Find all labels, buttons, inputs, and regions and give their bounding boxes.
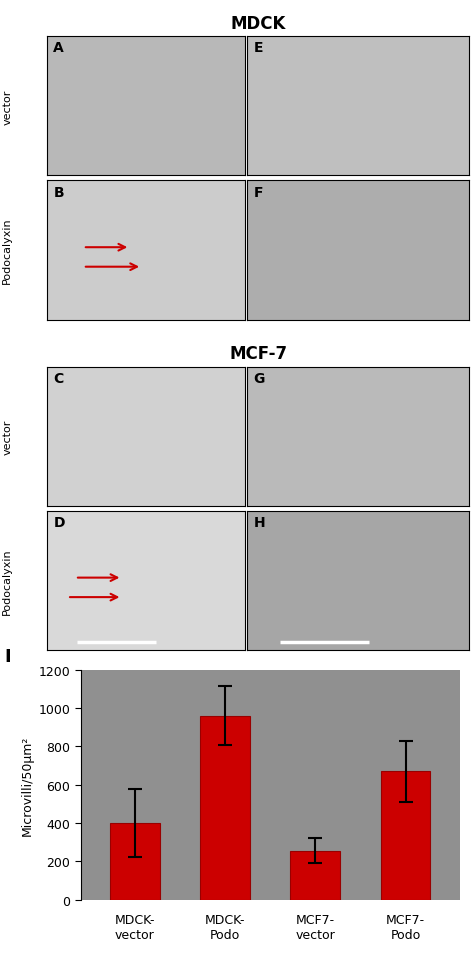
Text: A: A (53, 41, 64, 56)
Text: MCF-7: MCF-7 (229, 344, 287, 363)
Bar (291, 851, 340, 900)
Text: H: H (254, 515, 265, 529)
Text: B: B (53, 186, 64, 200)
Text: I: I (5, 647, 11, 665)
Text: vector: vector (2, 89, 12, 124)
Text: Podocalyxin: Podocalyxin (2, 548, 12, 614)
Text: Podocalyxin: Podocalyxin (2, 217, 12, 284)
Text: D: D (53, 515, 65, 529)
Bar (110, 823, 160, 900)
Text: E: E (254, 41, 263, 56)
Bar (200, 716, 250, 900)
Text: MDCK: MDCK (231, 15, 286, 32)
Text: F: F (254, 186, 263, 200)
Text: C: C (53, 372, 64, 385)
Bar (381, 772, 430, 900)
Y-axis label: Microvilli/50μm²: Microvilli/50μm² (21, 734, 34, 835)
Text: G: G (254, 372, 265, 385)
Text: vector: vector (2, 420, 12, 455)
